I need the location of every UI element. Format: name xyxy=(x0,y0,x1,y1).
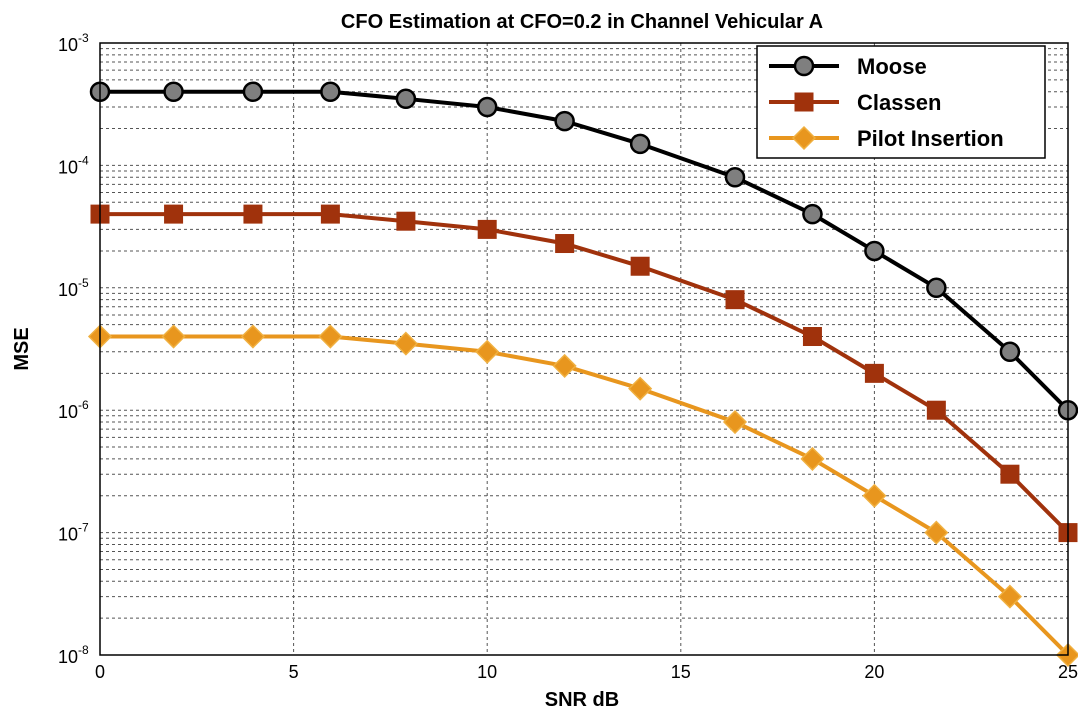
data-point-moose xyxy=(242,81,264,102)
x-axis-label: SNR dB xyxy=(545,689,619,711)
legend-marker-pilot-insertion xyxy=(791,125,817,151)
y-tick-labels: 10-8 10-7 10-6 10-5 10-4 10-3 xyxy=(58,31,89,667)
data-point-classen xyxy=(926,400,946,420)
data-point-moose xyxy=(926,277,947,299)
x-tick-label: 10 xyxy=(477,662,497,682)
data-point-pilot-insertion xyxy=(161,324,186,349)
data-point-moose xyxy=(999,341,1021,363)
data-point-classen xyxy=(320,204,340,224)
x-tick-label: 25 xyxy=(1058,662,1078,682)
data-point-classen xyxy=(396,211,416,231)
data-point-moose xyxy=(864,240,885,262)
data-point-pilot-insertion xyxy=(628,376,653,401)
plot-frame xyxy=(99,42,1069,656)
data-point-pilot-insertion xyxy=(475,339,500,364)
data-point-pilot-insertion xyxy=(800,446,825,471)
data-point-moose xyxy=(320,81,341,102)
data-point-classen xyxy=(477,219,497,239)
grid xyxy=(100,43,1068,655)
data-point-classen xyxy=(1000,464,1020,484)
chart-title: CFO Estimation at CFO=0.2 in Channel Veh… xyxy=(341,11,823,33)
data-point-pilot-insertion xyxy=(552,353,577,378)
data-point-moose xyxy=(554,110,575,132)
data-point-moose xyxy=(629,133,651,155)
y-tick-label: 10-8 xyxy=(58,643,89,667)
series-classen xyxy=(90,204,1078,543)
data-point-pilot-insertion xyxy=(240,324,266,349)
data-point-pilot-insertion xyxy=(318,324,343,349)
data-point-moose xyxy=(395,88,417,110)
data-point-classen xyxy=(164,204,184,224)
data-point-classen xyxy=(725,290,745,310)
y-tick-label: 10-3 xyxy=(58,31,89,55)
data-point-pilot-insertion xyxy=(722,410,748,435)
legend-marker-moose xyxy=(793,55,815,77)
x-tick-label: 20 xyxy=(864,662,884,682)
data-point-classen xyxy=(555,234,575,254)
data-point-classen xyxy=(243,204,263,224)
data-point-pilot-insertion xyxy=(393,331,418,356)
y-tick-label: 10-4 xyxy=(58,153,89,177)
x-tick-label: 15 xyxy=(671,662,691,682)
legend-label-classen: Classen xyxy=(857,90,941,115)
data-point-moose xyxy=(163,81,184,102)
legend: Moose Classen Pilot Insertion xyxy=(756,45,1046,159)
data-point-classen xyxy=(630,256,650,276)
series-line-moose xyxy=(100,89,1070,412)
y-axis-label: MSE xyxy=(11,327,33,370)
legend-label-moose: Moose xyxy=(857,54,927,79)
legend-label-pilot-insertion: Pilot Insertion xyxy=(857,126,1004,151)
data-point-pilot-insertion xyxy=(924,520,949,545)
y-tick-label: 10-6 xyxy=(58,398,89,422)
series-line-pilot-insertion xyxy=(100,334,1070,657)
data-point-moose xyxy=(802,203,823,225)
data-point-moose xyxy=(724,167,746,188)
data-point-pilot-insertion xyxy=(997,584,1022,609)
x-tick-label: 5 xyxy=(289,662,299,682)
data-point-pilot-insertion xyxy=(862,483,887,508)
legend-marker-classen xyxy=(794,92,814,112)
data-point-moose xyxy=(476,96,498,118)
data-point-classen xyxy=(864,363,884,383)
y-tick-label: 10-7 xyxy=(58,521,89,545)
data-point-classen xyxy=(802,327,822,347)
x-tick-labels: 0 5 10 15 20 25 xyxy=(95,662,1078,682)
y-tick-label: 10-5 xyxy=(58,276,89,300)
x-tick-label: 0 xyxy=(95,662,105,682)
series-line-classen xyxy=(100,212,1070,535)
